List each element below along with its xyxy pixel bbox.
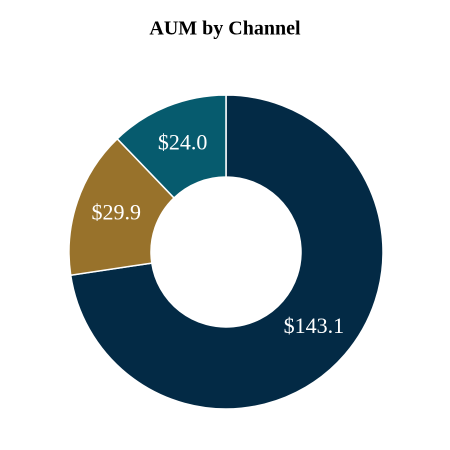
donut-slice [116, 94, 227, 199]
donut-slice [69, 94, 384, 410]
value-label: $143.1 [284, 313, 345, 338]
value-label: $29.9 [91, 200, 141, 225]
donut-slice [68, 137, 176, 277]
value-label: $24.0 [158, 129, 208, 154]
chart-title: AUM by Channel [149, 18, 301, 40]
